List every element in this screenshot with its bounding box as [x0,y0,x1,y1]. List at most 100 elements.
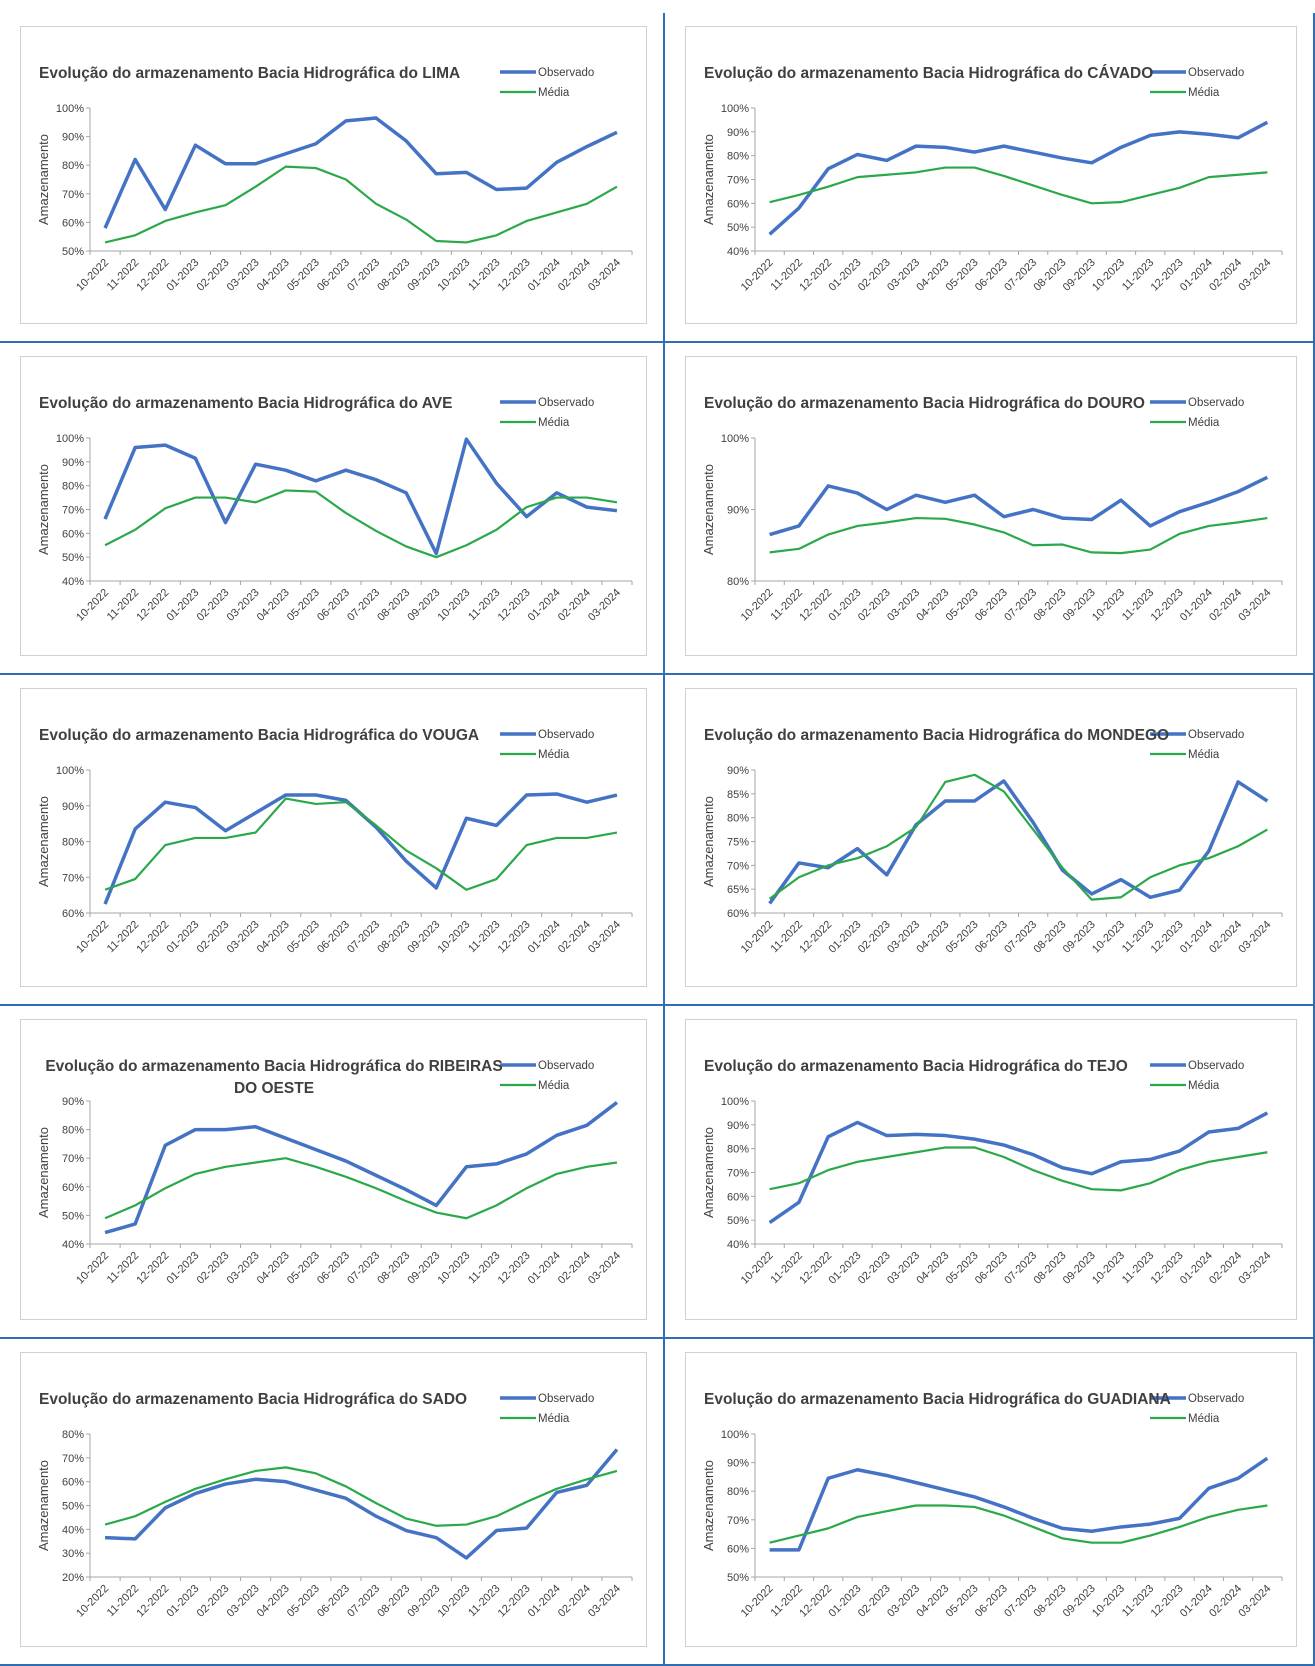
x-tick-label: 03-2024 [1236,919,1273,956]
chart-box: 60% 70% 80% 90% 100% 10-2022 11-2022 12-2022 01-… [20,688,647,987]
data-line [769,166,1268,205]
legend-label: Média [1188,1080,1220,1092]
x-tick-label: 10-2022 [74,1583,111,1620]
x-tick-label: 10-2022 [739,1583,776,1620]
y-tick-label: 40% [62,1239,84,1251]
y-tick-label: 60% [62,908,84,920]
y-tick-label: 85% [727,789,749,801]
x-tick-label: 03-2024 [586,1583,623,1620]
chart: 40%50%60%70%80%90%10-202211-202212-20220… [36,1060,633,1287]
y-tick-label: 90% [727,1120,749,1132]
x-tick-label: 10-2022 [739,919,776,956]
chart-title: Evolução do armazenamento Bacia Hidrográ… [704,727,1170,744]
chart-title: Evolução do armazenamento Bacia Hidrográ… [39,65,461,82]
x-tick-label: 08-2023 [375,1583,412,1620]
legend-label: Observado [1188,67,1244,79]
chart-cell: 40% 50% 60% 70% 80% 90% 100% 10-2022 11-2022 12-2… [665,1006,1315,1339]
x-tick-label: 04-2023 [255,587,292,624]
chart-box: 80% 90% 100% 10-2022 11-2022 12-2022 01-2023 02… [685,356,1297,656]
chart-box: 40% 50% 60% 70% 80% 90% 100% 10-2022 11-2022 12-2… [685,26,1297,324]
chart-cell: 60% 70% 80% 90% 100% 10-2022 11-2022 12-2022 01-… [0,675,665,1006]
data-line [768,779,1269,905]
y-axis-label: Amazenamento [36,464,51,555]
x-tick-label: 02-2023 [195,1250,232,1287]
data-line [769,1456,1269,1552]
x-tick-label: 01-2024 [526,257,563,294]
x-tick-label: 10-2023 [435,257,472,294]
x-tick-label: 04-2023 [255,919,292,956]
x-tick-label: 10-2022 [739,257,776,294]
y-tick-label: 100% [721,433,749,445]
chart-title: Evolução do armazenamento Bacia Hidrográ… [39,727,480,744]
x-tick-label: 06-2023 [315,919,352,956]
chart-title: Evolução do armazenamento Bacia Hidrográ… [45,1058,503,1097]
chart: 80%90%100%10-202211-202212-202201-202302… [701,397,1283,624]
chart-box: 50% 60% 70% 80% 90% 100% 10-2022 11-2022 12-2022… [20,26,647,324]
x-tick-label: 01-2023 [164,587,201,624]
chart-box: 50% 60% 70% 80% 90% 100% 10-2022 11-2022 12-2022… [685,1352,1297,1647]
x-tick-label: 05-2023 [285,257,322,294]
x-tick-label: 10-2023 [1090,919,1127,956]
x-tick-label: 08-2023 [375,587,412,624]
data-line [768,120,1269,236]
x-tick-label: 09-2023 [405,257,442,294]
x-tick-label: 12-2023 [496,1250,533,1287]
chart-cell: 60% 65% 70% 75% 80% 85% 90% 10-2022 11-2022 12-20… [665,675,1315,1006]
x-tick-label: 03-2024 [1236,587,1273,624]
data-line [104,1157,618,1220]
y-tick-label: 80% [727,1486,749,1498]
y-tick-label: 60% [727,1191,749,1203]
chart: 60%65%70%75%80%85%90%10-202211-202212-20… [701,729,1283,956]
x-tick-label: 08-2023 [375,919,412,956]
chart-box: 20% 30% 40% 50% 60% 70% 80% 10-2022 11-2022 12-20… [20,1352,647,1647]
x-tick-label: 01-2023 [164,1583,201,1620]
y-tick-label: 50% [62,1501,84,1513]
x-tick-label: 03-2023 [225,919,262,956]
x-tick-label: 12-2022 [134,257,171,294]
chart-box: 40% 50% 60% 70% 80% 90% 100% 10-2022 11-2022 12-2… [20,356,647,656]
data-line [104,1466,618,1527]
chart-box: 40% 50% 60% 70% 80% 90% 100% 10-2022 11-2022 12-2… [685,1019,1297,1320]
x-tick-label: 10-2022 [739,1250,776,1287]
x-tick-label: 01-2023 [164,1250,201,1287]
y-tick-label: 60% [727,1543,749,1555]
x-tick-label: 02-2023 [195,257,232,294]
legend-label: Observado [538,67,594,79]
y-tick-label: 70% [62,1453,84,1465]
x-tick-label: 10-2023 [435,587,472,624]
y-tick-label: 60% [62,217,84,229]
x-tick-label: 05-2023 [285,1583,322,1620]
y-axis-label: Amazenamento [36,134,51,225]
chart-title: Evolução do armazenamento Bacia Hidrográ… [704,1058,1128,1075]
x-tick-label: 04-2023 [255,1250,292,1287]
x-tick-label: 04-2023 [255,257,292,294]
legend-label: Observado [1188,1393,1244,1405]
x-tick-label: 03-2024 [586,919,623,956]
y-tick-label: 60% [727,908,749,920]
y-tick-label: 65% [727,884,749,896]
data-line [769,1146,1268,1192]
chart: 20%30%40%50%60%70%80%10-202211-202212-20… [36,1393,633,1620]
x-tick-label: 08-2023 [375,1250,412,1287]
x-tick-label: 03-2024 [1236,257,1273,294]
y-tick-label: 100% [56,103,84,115]
y-tick-label: 40% [727,1239,749,1251]
legend-label: Média [538,749,570,761]
chart-cell: 40% 50% 60% 70% 80% 90% 100% 10-2022 11-2022 12-2… [0,343,665,675]
y-axis-label: Amazenamento [701,134,716,225]
x-tick-label: 06-2023 [315,1583,352,1620]
legend-label: Observado [1188,397,1244,409]
x-tick-label: 10-2022 [74,257,111,294]
x-tick-label: 03-2023 [225,587,262,624]
x-tick-label: 02-2024 [556,1250,593,1287]
y-tick-label: 100% [721,1429,749,1441]
x-tick-label: 02-2023 [195,919,232,956]
y-tick-label: 20% [62,1572,84,1584]
chart-cell: 40% 50% 60% 70% 80% 90% 100% 10-2022 11-2022 12-2… [665,13,1315,343]
legend-label: Observado [538,397,594,409]
y-tick-label: 90% [62,132,84,144]
chart-title: Evolução do armazenamento Bacia Hidrográ… [704,65,1154,82]
x-tick-label: 02-2024 [556,587,593,624]
chart: 60%70%80%90%100%10-202211-202212-202201-… [36,729,633,956]
y-tick-label: 90% [727,765,749,777]
